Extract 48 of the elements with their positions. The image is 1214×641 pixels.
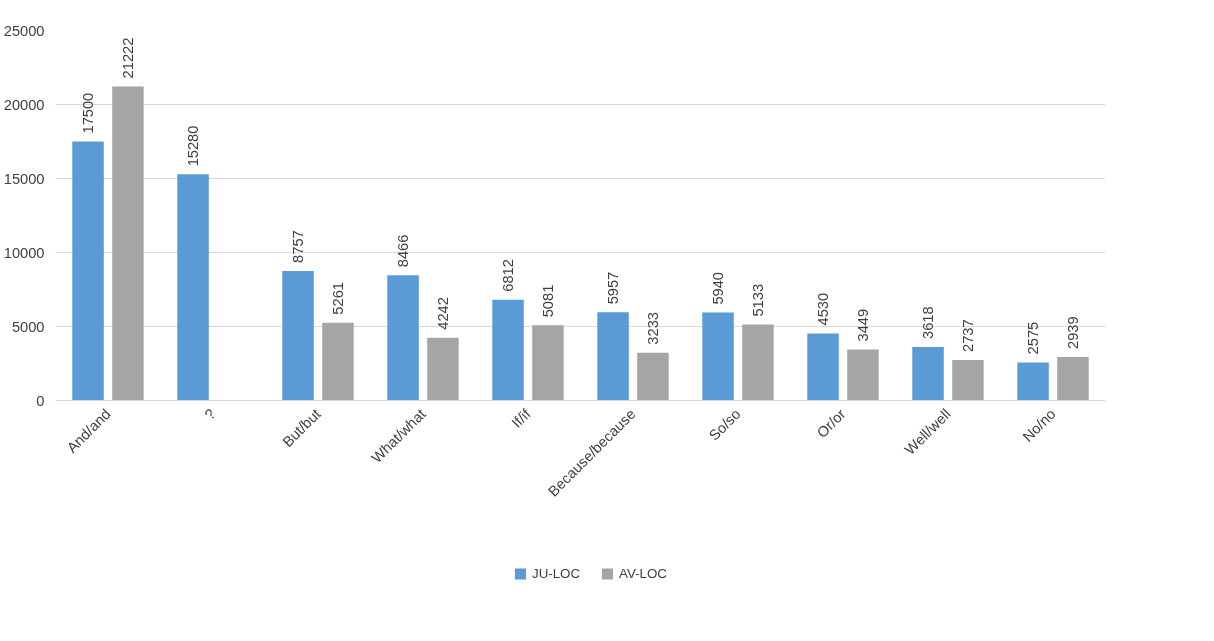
data-label: 5081: [539, 284, 556, 318]
x-tick-label: If/if: [508, 405, 535, 431]
data-label: 5957: [605, 271, 622, 305]
data-label: 4242: [434, 297, 451, 330]
bar: [952, 359, 984, 401]
bar: [1017, 362, 1049, 401]
bar: [282, 270, 314, 401]
data-label: 5940: [710, 271, 727, 305]
y-tick-label: 25000: [3, 22, 45, 39]
bar: [492, 299, 524, 401]
data-label: 8757: [290, 230, 307, 263]
bar: [702, 312, 734, 401]
data-label: 2575: [1025, 321, 1042, 355]
bar: [742, 324, 774, 401]
data-label: 6812: [500, 259, 517, 292]
bar: [847, 349, 879, 401]
bar: [807, 333, 839, 401]
y-tick-label: 15000: [3, 170, 45, 187]
data-label: 15280: [185, 125, 202, 167]
legend-label: JU-LOC: [531, 565, 581, 581]
data-label: 3449: [854, 308, 871, 342]
bar: [387, 275, 419, 401]
data-label: 21222: [119, 37, 136, 79]
bar: [637, 352, 669, 401]
bar: [912, 346, 944, 401]
y-tick-label: 20000: [3, 96, 45, 113]
bar: [597, 312, 629, 401]
y-tick-label: 10000: [3, 244, 45, 261]
x-tick-label: ?: [201, 405, 219, 423]
bar: [427, 337, 459, 401]
bar: [322, 322, 354, 401]
bar: [177, 174, 209, 401]
bar: [1057, 357, 1089, 401]
data-label: 8466: [395, 234, 412, 268]
data-label: 2737: [959, 319, 976, 352]
data-label: 17500: [80, 92, 97, 134]
bar: [72, 141, 104, 401]
data-label: 4530: [815, 292, 832, 326]
bar: [532, 325, 564, 401]
y-tick-label: 0: [36, 392, 45, 409]
data-label: 5261: [329, 282, 346, 315]
data-label: 2939: [1064, 316, 1081, 349]
data-label: 5133: [749, 283, 766, 317]
data-label: 3233: [644, 312, 661, 345]
data-label: 3618: [920, 306, 937, 339]
legend-label: AV-LOC: [619, 565, 668, 581]
bar: [112, 86, 144, 401]
y-tick-label: 5000: [11, 318, 45, 335]
